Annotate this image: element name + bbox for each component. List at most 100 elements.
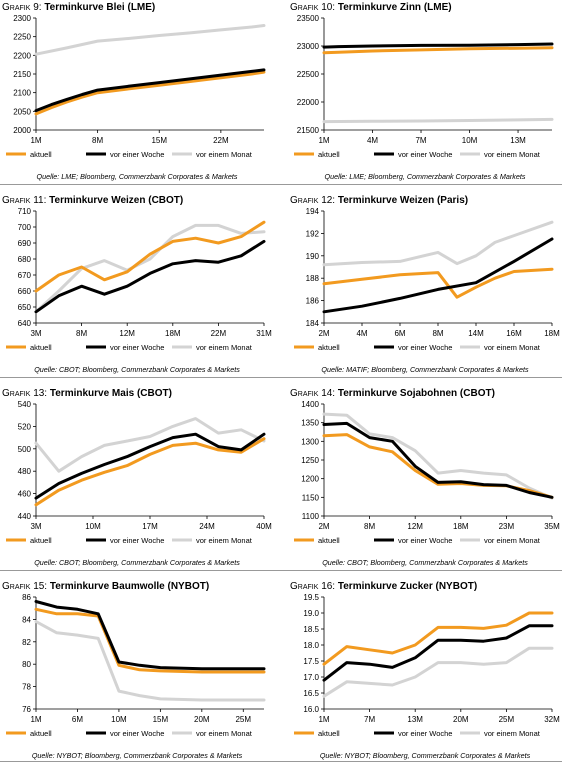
legend-item-vor-einem-monat: vor einem Monat xyxy=(172,150,253,159)
row-separator xyxy=(0,570,562,571)
x-tick-label: 32M xyxy=(544,715,560,724)
legend-item-vor-einer-woche: vor einer Woche xyxy=(374,729,452,738)
y-tick-label: 86 xyxy=(22,593,31,602)
legend-item-aktuell: aktuell xyxy=(294,343,340,352)
y-tick-label: 188 xyxy=(306,274,320,283)
y-tick-label: 650 xyxy=(18,303,32,312)
x-tick-label: 20M xyxy=(194,715,210,724)
y-tick-label: 2000 xyxy=(13,126,31,135)
series-vor-einem-monat xyxy=(322,220,554,267)
chart-label-prefix: Grafik xyxy=(290,581,319,592)
series-vor-einem-monat xyxy=(322,412,554,500)
y-tick-label: 184 xyxy=(306,319,320,328)
x-tick-label: 10M xyxy=(462,136,478,145)
x-tick-label: 8M xyxy=(432,329,443,338)
x-tick-label: 22M xyxy=(213,136,229,145)
series-aktuell xyxy=(34,437,266,507)
legend-item-aktuell: aktuell xyxy=(6,729,52,738)
y-tick-label: 1300 xyxy=(301,437,319,446)
x-tick-label: 6M xyxy=(394,329,405,338)
y-tick-label: 84 xyxy=(22,615,31,624)
chart-panel-7: Grafik 15: Terminkurve Baumwolle (NYBOT)… xyxy=(2,581,272,767)
legend-item-vor-einer-woche: vor einer Woche xyxy=(374,343,452,352)
x-tick-label: 7M xyxy=(415,136,426,145)
chart-label-prefix: Grafik xyxy=(290,2,319,13)
legend-item-aktuell: aktuell xyxy=(294,729,340,738)
x-tick-label: 1M xyxy=(30,136,41,145)
series-vor-einer-woche xyxy=(322,421,554,499)
y-tick-label: 186 xyxy=(306,297,320,306)
chart-source: Quelle: CBOT; Bloomberg, Commerzbank Cor… xyxy=(34,558,240,567)
y-tick-label: 82 xyxy=(22,638,31,647)
y-tick-label: 18.5 xyxy=(303,625,319,634)
x-tick-label: 25M xyxy=(235,715,251,724)
legend-item-aktuell: aktuell xyxy=(6,536,52,545)
x-tick-label: 31M xyxy=(256,329,272,338)
chart-title-text: Terminkurve Blei (LME) xyxy=(44,2,156,13)
y-tick-label: 2300 xyxy=(13,14,31,23)
legend-label: aktuell xyxy=(318,536,340,545)
x-tick-label: 12M xyxy=(119,329,135,338)
legend-item-vor-einem-monat: vor einem Monat xyxy=(460,343,541,352)
x-tick-label: 3M xyxy=(30,329,41,338)
chart-number: 16: xyxy=(321,581,336,592)
row-separator xyxy=(0,761,562,762)
row-separator xyxy=(0,377,562,378)
y-tick-label: 16.0 xyxy=(303,705,319,714)
chart-source: Quelle: CBOT; Bloomberg, Commerzbank Cor… xyxy=(322,558,528,567)
chart-label-prefix: Grafik xyxy=(2,2,31,13)
legend-item-vor-einem-monat: vor einem Monat xyxy=(172,536,253,545)
chart-number: 10: xyxy=(321,2,336,13)
chart-title-text: Terminkurve Sojabohnen (CBOT) xyxy=(337,388,495,399)
y-tick-label: 700 xyxy=(18,223,32,232)
legend-label: aktuell xyxy=(318,343,340,352)
chart-source: Quelle: CBOT; Bloomberg, Commerzbank Cor… xyxy=(34,365,240,374)
y-tick-label: 710 xyxy=(18,207,32,216)
y-tick-label: 1200 xyxy=(301,475,319,484)
chart-title: Grafik 15: Terminkurve Baumwolle (NYBOT) xyxy=(2,581,272,593)
series-vor-einem-monat xyxy=(322,646,554,698)
y-tick-label: 23500 xyxy=(297,14,320,23)
chart-source: Quelle: LME; Bloomberg, Commerzbank Corp… xyxy=(36,172,238,181)
series-vor-einem-monat xyxy=(34,24,266,56)
chart-title: Grafik 14: Terminkurve Sojabohnen (CBOT) xyxy=(290,388,560,400)
y-tick-label: 520 xyxy=(18,422,32,431)
series-vor-einer-woche xyxy=(322,237,554,314)
series-vor-einem-monat xyxy=(322,117,554,124)
y-tick-label: 500 xyxy=(18,445,32,454)
chart-title: Grafik 12: Terminkurve Weizen (Paris) xyxy=(290,195,560,207)
chart-panel-6: Grafik 14: Terminkurve Sojabohnen (CBOT)… xyxy=(290,388,560,574)
legend-item-aktuell: aktuell xyxy=(6,150,52,159)
legend-item-aktuell: aktuell xyxy=(294,536,340,545)
chart-svg: 16.0 16.5 17.0 17.5 18.0 18.5 19.0 19.5 1M 7M 13M 2… xyxy=(294,593,560,738)
legend-item-vor-einer-woche: vor einer Woche xyxy=(374,536,452,545)
x-tick-label: 4M xyxy=(356,329,367,338)
chart-number: 13: xyxy=(33,388,48,399)
series-vor-einem-monat xyxy=(34,620,266,702)
chart-source: Quelle: LME; Bloomberg, Commerzbank Corp… xyxy=(324,172,526,181)
x-tick-label: 8M xyxy=(364,522,375,531)
x-tick-label: 17M xyxy=(142,522,158,531)
y-tick-label: 80 xyxy=(22,660,31,669)
chart-panel-8: Grafik 16: Terminkurve Zucker (NYBOT) 16.… xyxy=(290,581,560,767)
chart-title-text: Terminkurve Zucker (NYBOT) xyxy=(337,581,478,592)
x-tick-label: 18M xyxy=(453,522,469,531)
y-tick-label: 460 xyxy=(18,490,32,499)
legend-item-vor-einem-monat: vor einem Monat xyxy=(460,150,541,159)
y-tick-label: 16.5 xyxy=(303,689,319,698)
series-aktuell xyxy=(34,220,266,293)
chart-source: Quelle: NYBOT; Bloomberg, Commerzbank Co… xyxy=(31,751,243,760)
x-tick-label: 23M xyxy=(499,522,515,531)
chart-title-text: Terminkurve Mais (CBOT) xyxy=(49,388,172,399)
y-tick-label: 1150 xyxy=(302,493,320,502)
legend-label: vor einem Monat xyxy=(196,343,253,352)
series-aktuell xyxy=(34,70,266,116)
x-tick-label: 7M xyxy=(364,715,375,724)
x-tick-label: 15M xyxy=(153,715,169,724)
y-tick-label: 540 xyxy=(18,400,32,409)
y-tick-label: 194 xyxy=(306,207,320,216)
legend-label: aktuell xyxy=(30,729,52,738)
y-tick-label: 1250 xyxy=(301,456,319,465)
x-tick-label: 20M xyxy=(453,715,469,724)
chart-title: Grafik 13: Terminkurve Mais (CBOT) xyxy=(2,388,272,400)
